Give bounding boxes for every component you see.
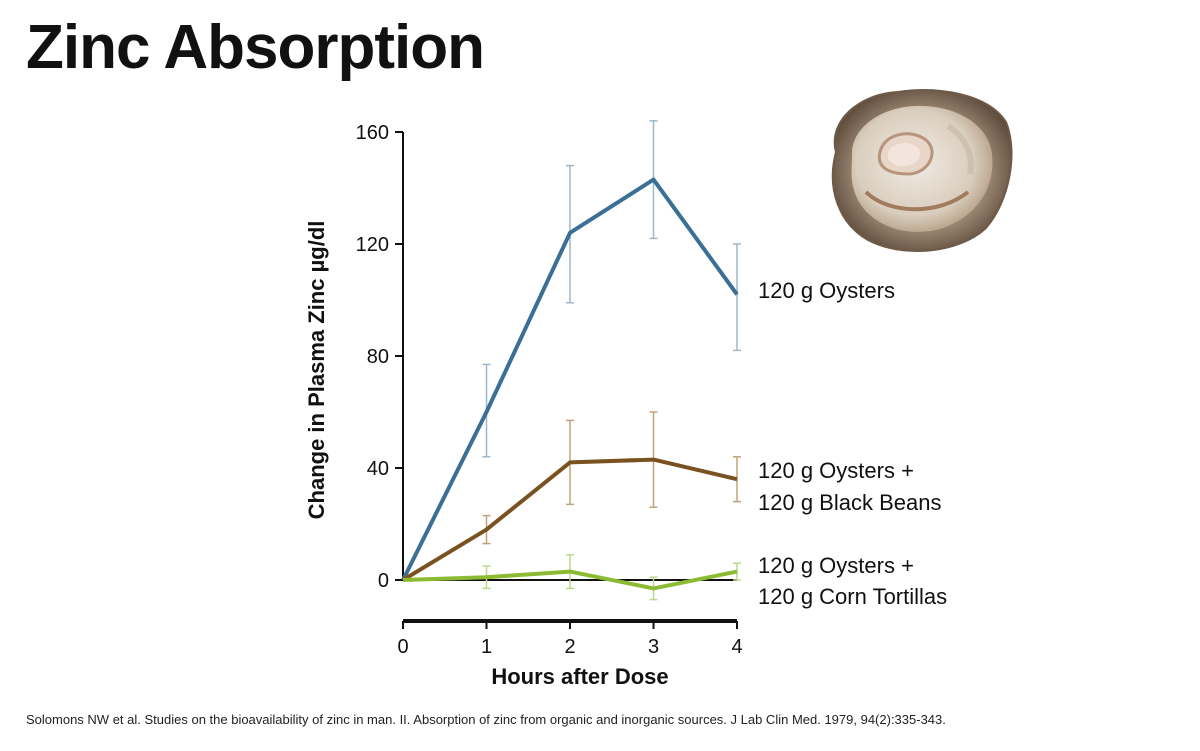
oyster-photo-icon [831,89,1013,253]
series-line-2 [401,457,738,582]
slide-title: Zinc Absorption [26,13,485,82]
citation: Solomons NW et al. Studies on the bioava… [26,712,946,727]
y-tick-label: 40 [367,458,389,480]
y-tick-label: 120 [356,234,389,256]
series-line-3 [402,569,738,591]
series-label: 120 g Oysters + [758,553,914,578]
x-tick-label: 3 [648,636,659,658]
x-tick-label: 1 [481,636,492,658]
series-label: 120 g Corn Tortillas [758,584,947,609]
series-line-1 [401,177,739,581]
series-label: 120 g Black Beans [758,490,941,515]
y-tick-label: 80 [367,346,389,368]
x-tick-label: 2 [564,636,575,658]
y-tick-label: 160 [356,122,389,144]
x-axis-title: Hours after Dose [491,664,668,689]
zinc-absorption-line-chart: 0 40 80 120 160 0 1 2 3 4 Hours after Dose Change i… [304,120,947,689]
series-label: 120 g Oysters + [758,458,914,483]
x-tick-label: 4 [731,636,742,658]
y-axis-title: Change in Plasma Zinc µg/dl [304,221,329,520]
series-label: 120 g Oysters [758,278,895,303]
x-tick-label: 0 [397,636,408,658]
y-tick-label: 0 [378,570,389,592]
